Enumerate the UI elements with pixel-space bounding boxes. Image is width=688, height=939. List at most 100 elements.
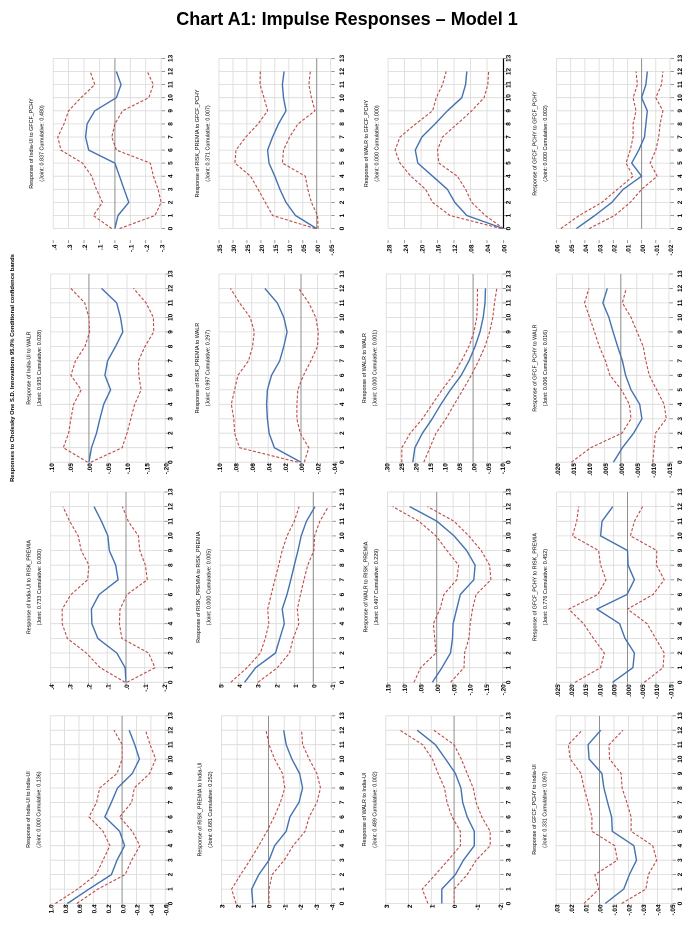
svg-text:13: 13 <box>677 488 684 496</box>
svg-text:5: 5 <box>339 829 346 833</box>
svg-text:0: 0 <box>677 901 684 905</box>
svg-text:5: 5 <box>677 829 684 833</box>
svg-text:13: 13 <box>168 712 175 720</box>
svg-text:-.01: -.01 <box>654 244 661 255</box>
svg-text:.10: .10 <box>217 463 224 472</box>
svg-text:11: 11 <box>168 299 175 306</box>
svg-text:8: 8 <box>168 786 175 790</box>
svg-text:6: 6 <box>339 592 346 596</box>
svg-text:10: 10 <box>506 94 513 102</box>
svg-text:8: 8 <box>168 344 175 348</box>
svg-text:-4: -4 <box>330 904 337 910</box>
svg-text:10: 10 <box>677 313 684 321</box>
svg-text:5: 5 <box>168 607 175 611</box>
svg-text:9: 9 <box>677 771 684 775</box>
svg-text:4: 4 <box>168 402 175 406</box>
svg-text:-.1: -.1 <box>143 684 150 692</box>
svg-text:0.0: 0.0 <box>120 904 127 913</box>
svg-text:.05: .05 <box>68 463 75 472</box>
svg-text:5: 5 <box>339 388 346 392</box>
svg-text:-.10: -.10 <box>125 463 132 474</box>
svg-text:Response of India-Ul to WALR: Response of India-Ul to WALR <box>27 331 33 404</box>
svg-text:Response of WALR to RISK_PREMI: Response of WALR to RISK_PREMIA <box>363 541 369 632</box>
svg-text:.01: .01 <box>583 904 590 913</box>
svg-text:0: 0 <box>452 904 459 908</box>
svg-text:12: 12 <box>168 503 175 511</box>
svg-text:5: 5 <box>677 388 684 392</box>
svg-text:6: 6 <box>168 592 175 596</box>
svg-text:.12: .12 <box>452 244 459 253</box>
svg-text:13: 13 <box>506 488 513 496</box>
svg-text:-.15: -.15 <box>484 684 491 695</box>
svg-text:(Joint: 0.000 Cumulative: 0.00: (Joint: 0.000 Cumulative: 0.005) <box>207 549 213 626</box>
svg-text:6: 6 <box>506 592 513 596</box>
svg-text:(Joint: 0.837 Cumulative: 0.48: (Joint: 0.837 Cumulative: 0.480) <box>40 105 46 182</box>
svg-text:.10: .10 <box>49 463 56 472</box>
svg-text:8: 8 <box>168 122 175 126</box>
svg-text:0: 0 <box>506 680 513 684</box>
svg-text:8: 8 <box>339 563 346 567</box>
svg-text:.25: .25 <box>245 244 252 253</box>
svg-text:.08: .08 <box>234 463 241 472</box>
svg-text:6: 6 <box>506 815 513 819</box>
svg-text:11: 11 <box>168 517 175 524</box>
svg-text:.00: .00 <box>299 463 306 472</box>
svg-text:10: 10 <box>339 755 346 763</box>
svg-text:.05: .05 <box>457 463 464 472</box>
svg-text:Response of WALR to WALR: Response of WALR to WALR <box>362 333 368 403</box>
svg-text:12: 12 <box>168 68 175 76</box>
svg-text:.05: .05 <box>419 684 426 693</box>
svg-text:3: 3 <box>168 636 175 640</box>
svg-text:.0: .0 <box>124 684 131 690</box>
svg-text:6: 6 <box>677 148 684 152</box>
svg-text:7: 7 <box>677 578 684 582</box>
svg-text:-1: -1 <box>475 904 482 910</box>
svg-text:-.20: -.20 <box>501 684 508 695</box>
svg-text:2: 2 <box>677 651 684 655</box>
svg-text:3: 3 <box>339 417 346 421</box>
svg-text:4: 4 <box>339 174 346 178</box>
svg-text:4: 4 <box>506 402 513 406</box>
svg-text:.04: .04 <box>266 463 273 472</box>
svg-text:2: 2 <box>339 431 346 435</box>
svg-text:11: 11 <box>168 81 175 88</box>
svg-text:13: 13 <box>677 712 684 720</box>
svg-text:-0.4: -0.4 <box>149 904 156 915</box>
svg-text:2: 2 <box>677 200 684 204</box>
svg-text:(Joint: 0.006 Cumulative: 0.01: (Joint: 0.006 Cumulative: 0.016) <box>543 330 549 407</box>
svg-text:0: 0 <box>506 226 513 230</box>
svg-text:.02: .02 <box>569 904 576 913</box>
svg-text:4: 4 <box>339 844 346 848</box>
svg-text:-.20: -.20 <box>163 463 170 474</box>
svg-text:12: 12 <box>506 68 513 76</box>
svg-text:13: 13 <box>339 270 346 278</box>
svg-text:.04: .04 <box>485 244 492 253</box>
svg-text:1: 1 <box>677 666 684 670</box>
svg-text:.010: .010 <box>597 684 604 697</box>
svg-text:1: 1 <box>168 887 175 891</box>
svg-text:4: 4 <box>168 622 175 626</box>
svg-text:3: 3 <box>384 904 391 908</box>
svg-text:7: 7 <box>506 359 513 363</box>
svg-text:.06: .06 <box>250 463 257 472</box>
svg-text:6: 6 <box>677 373 684 377</box>
svg-text:-.015: -.015 <box>667 463 674 478</box>
svg-text:13: 13 <box>677 54 684 62</box>
svg-text:3: 3 <box>339 636 346 640</box>
svg-text:-0.6: -0.6 <box>163 904 170 915</box>
svg-text:6: 6 <box>168 373 175 377</box>
svg-text:-.15: -.15 <box>144 463 151 474</box>
svg-text:8: 8 <box>506 344 513 348</box>
svg-text:.02: .02 <box>612 244 619 253</box>
svg-text:6: 6 <box>506 373 513 377</box>
svg-text:6: 6 <box>339 148 346 152</box>
svg-text:2: 2 <box>168 431 175 435</box>
svg-text:12: 12 <box>339 284 346 292</box>
svg-text:3: 3 <box>677 417 684 421</box>
svg-text:.28: .28 <box>386 244 393 253</box>
svg-text:7: 7 <box>168 359 175 363</box>
svg-text:11: 11 <box>339 741 346 748</box>
svg-text:.4: .4 <box>51 244 58 250</box>
svg-text:7: 7 <box>339 135 346 139</box>
svg-text:.020: .020 <box>569 684 576 697</box>
